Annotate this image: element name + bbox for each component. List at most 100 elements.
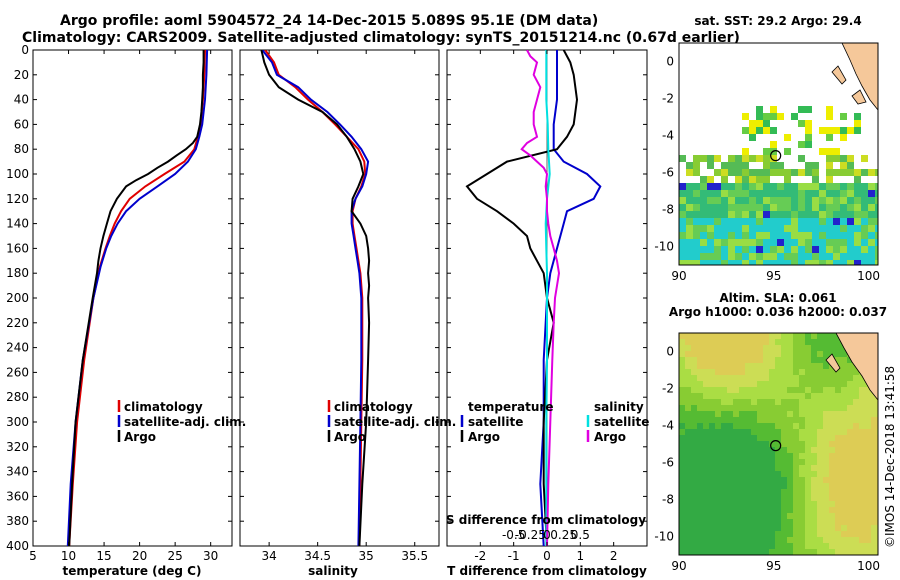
sla-cell [799,435,805,441]
sla-cell [793,435,799,441]
sla-cell [703,489,709,495]
sla-cell [787,513,793,519]
sla-cell [793,393,799,399]
sst-cell [840,218,847,225]
sla-cell [781,459,787,465]
sla-cell [691,525,697,531]
sla-cell [715,465,721,471]
sla-cell [685,339,691,345]
sla-cell [817,513,823,519]
sla-cell [709,495,715,501]
sst-cell [735,204,742,211]
sst-cells [679,106,878,265]
sst-cell [707,246,714,253]
sla-cell [739,447,745,453]
sla-cell [787,447,793,453]
sla-cell [811,351,817,357]
sla-cell [685,501,691,507]
sst-cell [756,260,763,265]
sst-cell [749,183,756,190]
sst-cell [854,190,861,197]
sla-cell [751,483,757,489]
sst-cell [819,218,826,225]
sst-cell [777,211,784,218]
sla-cell [829,477,835,483]
sst-cell [791,225,798,232]
sla-cell [799,459,805,465]
legend-t-satellite: satellite [468,415,523,429]
legend-temperature-heading: temperature [468,400,553,414]
sla-cell [691,507,697,513]
sla-cell [721,429,727,435]
sla-cell [841,387,847,393]
sla-cell [721,513,727,519]
sla-cell [685,333,691,339]
sst-cell [756,127,763,134]
sla-cell [745,351,751,357]
sst-cell [826,190,833,197]
sla-cell [715,345,721,351]
sla-cell [691,435,697,441]
sla-cell [805,537,811,543]
sst-cell [700,253,707,260]
sla-cell [715,411,721,417]
sla-cell [847,387,853,393]
sst-cell [791,169,798,176]
sst-cell [735,197,742,204]
sla-cell [733,435,739,441]
sla-cell [817,543,823,549]
sla-cell [727,435,733,441]
sla-cell [823,387,829,393]
sla-cell [829,441,835,447]
sst-cell [847,204,854,211]
sla-cell [841,447,847,453]
sla-cell [829,423,835,429]
sla-cell [715,513,721,519]
sst-cell [847,169,854,176]
sla-cell [709,453,715,459]
sla-cell [769,549,775,555]
sla-cell [697,525,703,531]
sst-cell [861,232,868,239]
sla-cell [721,339,727,345]
sla-cell [775,465,781,471]
sla-cell [793,531,799,537]
sla-cell [733,345,739,351]
sla-cell [685,513,691,519]
sla-cell [775,405,781,411]
sla-cell [871,447,877,453]
sla-cell [799,423,805,429]
sla-cell [853,501,859,507]
sla-cell [781,477,787,483]
sla-cell [727,471,733,477]
sla-cell [787,387,793,393]
sst-cell [679,204,686,211]
sla-cell [847,411,853,417]
sla-cell [733,387,739,393]
sst-cell [749,176,756,183]
sla-cell [853,483,859,489]
sla-cell [799,393,805,399]
sla-cell [865,489,871,495]
sst-cell [854,169,861,176]
sst-cell [805,183,812,190]
sla-cell [781,441,787,447]
sla-cell [811,357,817,363]
sla-cell [829,483,835,489]
sla-cell [733,453,739,459]
sla-cell [733,429,739,435]
sst-cell [812,190,819,197]
sst-cell [784,225,791,232]
sla-cell [757,453,763,459]
sla-cell [835,495,841,501]
sla-cell [865,417,871,423]
sla-cell [769,393,775,399]
sla-cell [715,531,721,537]
sst-cell [833,190,840,197]
sla-cell [745,489,751,495]
sst-cell [784,239,791,246]
sst-cell [868,239,875,246]
sla-cell [745,531,751,537]
sla-cell [721,495,727,501]
sst-cell [812,239,819,246]
